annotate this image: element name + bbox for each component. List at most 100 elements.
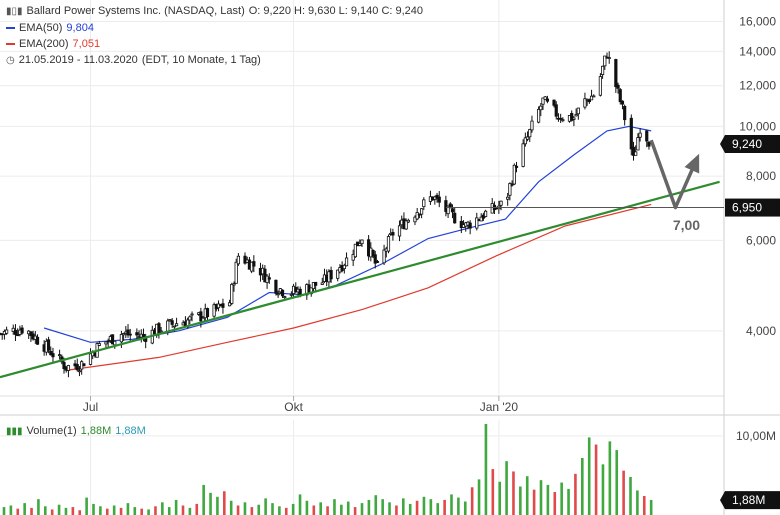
volume-bar <box>16 508 20 515</box>
volume-bar <box>64 507 68 515</box>
candle-body <box>620 100 625 105</box>
volume-bar <box>615 450 619 515</box>
ema50-value: 9,804 <box>66 22 94 34</box>
candle-body <box>574 114 578 117</box>
candle-body <box>397 225 402 237</box>
candle-body <box>475 217 479 229</box>
candle-body <box>371 249 375 257</box>
volume-bar <box>463 501 467 515</box>
candle-body <box>188 316 192 321</box>
last-price-label: 9,240 <box>732 137 762 151</box>
candle-body <box>329 270 333 280</box>
candle-body <box>57 354 62 357</box>
ema50-swatch <box>6 27 15 29</box>
volume-bar <box>587 437 591 515</box>
volume-bar <box>340 504 343 515</box>
volume-bar <box>525 476 529 515</box>
ema200-line <box>66 203 652 371</box>
candle-body <box>280 289 285 297</box>
candle-body <box>263 268 267 283</box>
candle-body <box>88 353 93 365</box>
volume-bar <box>278 506 281 515</box>
candle-body <box>283 296 287 298</box>
volume-bar <box>346 501 350 515</box>
volume-bar <box>477 479 481 515</box>
volume-bar <box>408 503 412 515</box>
candle-body <box>104 341 108 345</box>
candle-body <box>592 95 596 98</box>
volume-bar <box>381 499 384 515</box>
volume-bar <box>216 496 219 515</box>
volume-bar <box>333 499 336 515</box>
projection-arrow-path <box>649 139 700 210</box>
candle-body <box>336 269 340 279</box>
candle-body <box>199 311 203 322</box>
volume-bar <box>223 491 226 515</box>
volume-bar <box>512 471 515 515</box>
candle-body <box>422 199 426 208</box>
volume-bar <box>436 503 440 515</box>
candle-body <box>20 327 24 334</box>
ema200-value: 7,051 <box>72 38 101 50</box>
volume-bar <box>642 496 646 515</box>
candle-body <box>35 336 40 345</box>
volume-bar <box>457 497 460 515</box>
volume-bar <box>374 495 378 515</box>
ema50-label: EMA(50) <box>19 22 63 34</box>
price-tick-label: 12,000 <box>739 79 776 93</box>
candle-body <box>126 329 130 336</box>
candle-body <box>583 98 587 108</box>
candle-body <box>484 210 488 217</box>
volume-bar <box>553 492 557 515</box>
volume-bar <box>126 503 130 515</box>
volume-bar <box>326 506 329 515</box>
candle-body <box>572 117 576 120</box>
volume-bar <box>450 494 453 515</box>
candle-body <box>205 308 210 318</box>
candle-body <box>110 334 115 345</box>
candle-body <box>360 239 364 245</box>
volume-bar <box>167 507 171 515</box>
candle-body <box>174 323 179 327</box>
volume-bar <box>284 507 288 515</box>
volume-bar <box>291 503 295 515</box>
volume-bar <box>298 494 302 515</box>
candle-body <box>446 205 450 215</box>
legend-title-row: ▮▯▮ Ballard Power Systems Inc. (NASDAQ, … <box>6 5 423 17</box>
candle-body <box>623 105 627 121</box>
candle-body <box>234 261 238 284</box>
candle-body <box>413 216 417 223</box>
volume-bar <box>505 461 508 515</box>
candle-body <box>49 351 53 356</box>
volume-bar <box>195 503 199 515</box>
bar-chart-icon: ▮▯▮ <box>6 5 23 17</box>
candle-body <box>382 249 386 264</box>
candle-body <box>141 333 146 337</box>
clock-icon: ◷ <box>6 54 15 66</box>
candle-body <box>543 96 547 100</box>
candle-body <box>545 98 550 102</box>
candle-body <box>276 293 280 296</box>
candle-body <box>521 143 525 167</box>
volume-bar <box>30 507 33 515</box>
volume-tick-label: 10,00M <box>736 429 776 443</box>
candle-body <box>539 105 543 111</box>
volume-bar <box>491 469 495 515</box>
volume-bar <box>367 499 371 515</box>
candle-body <box>168 319 172 322</box>
time-tick-label: Okt <box>284 400 303 414</box>
volume-bar <box>57 504 61 515</box>
legend-ema200-row: EMA(200) 7,051 <box>6 38 100 50</box>
candle-body <box>135 332 139 336</box>
candle-body <box>514 165 519 168</box>
volume-bar <box>250 507 254 515</box>
volume-bar <box>202 484 205 515</box>
candle-body <box>530 120 534 131</box>
volume-bar <box>92 503 95 515</box>
candle-body <box>373 254 377 264</box>
candle-body <box>113 340 117 346</box>
candle-body <box>75 364 79 371</box>
support-trendline <box>0 180 720 379</box>
volume-bar <box>567 488 570 515</box>
